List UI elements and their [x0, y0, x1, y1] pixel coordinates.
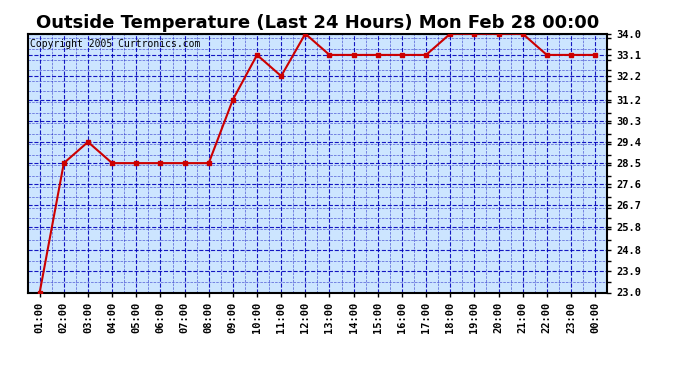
Title: Outside Temperature (Last 24 Hours) Mon Feb 28 00:00: Outside Temperature (Last 24 Hours) Mon … — [36, 14, 599, 32]
Text: Copyright 2005 Curtronics.com: Copyright 2005 Curtronics.com — [30, 39, 201, 49]
